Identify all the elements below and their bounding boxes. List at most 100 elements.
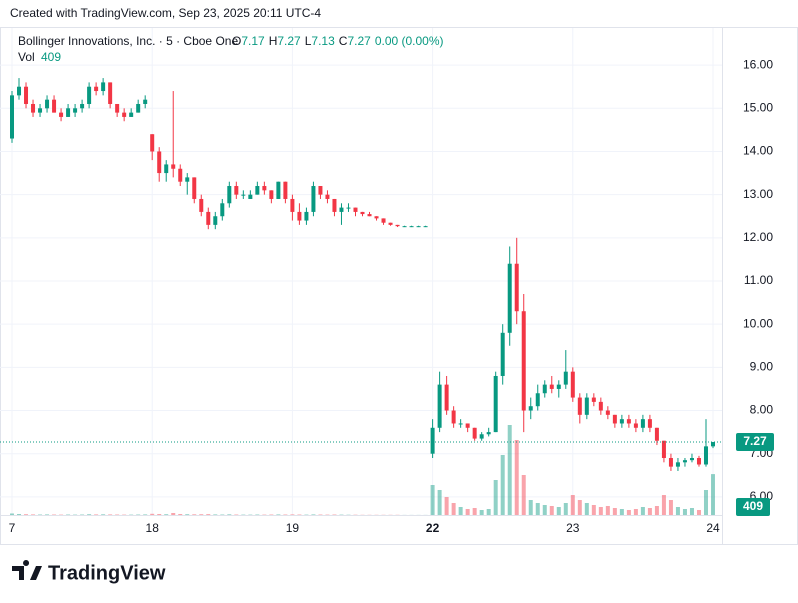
- volume-bar: [206, 514, 211, 515]
- candle-body: [668, 458, 673, 467]
- volume-bar: [297, 514, 302, 515]
- candle-body: [297, 211, 302, 221]
- candle-body: [241, 194, 246, 196]
- candle-body: [346, 207, 351, 209]
- candle-body: [164, 164, 169, 174]
- candle-body: [45, 99, 50, 109]
- volume-bar: [647, 508, 652, 515]
- candle-body: [409, 226, 414, 228]
- volume-bar: [654, 506, 659, 515]
- volume-bar: [227, 514, 232, 515]
- volume-bar: [430, 485, 435, 515]
- candle-body: [325, 194, 330, 199]
- candle-body: [696, 458, 701, 465]
- candle-body: [591, 397, 596, 402]
- candle-body: [353, 207, 358, 212]
- candle-body: [437, 384, 442, 428]
- candle-body: [388, 222, 393, 225]
- candle-body: [52, 99, 57, 113]
- volume-tag: [736, 498, 770, 516]
- volume-bar: [444, 497, 449, 515]
- volume-bar: [500, 455, 505, 515]
- candle-body: [283, 181, 288, 199]
- volume-bar: [80, 514, 85, 515]
- candle-body: [521, 311, 526, 411]
- candle-body: [24, 86, 29, 104]
- x-tick-label: 23: [566, 521, 580, 535]
- volume-bar: [528, 500, 533, 515]
- candle-body: [451, 410, 456, 424]
- volume-bar: [17, 514, 22, 515]
- volume-bar: [38, 514, 43, 515]
- candle-body: [570, 371, 575, 398]
- logo-text: TradingView: [48, 562, 166, 584]
- volume-bar: [556, 507, 561, 515]
- ohlc-value: 7.17: [241, 34, 265, 48]
- volume-bar: [318, 514, 323, 515]
- candle-body: [612, 414, 617, 424]
- y-tick-label: 8.00: [750, 403, 774, 417]
- y-tick-label: 14.00: [743, 144, 773, 158]
- price-tag: [736, 433, 774, 452]
- y-tick-label: 12.00: [743, 230, 773, 244]
- candle-body: [682, 460, 687, 463]
- candle-body: [94, 86, 99, 92]
- y-tick-label: 11.00: [744, 273, 773, 287]
- candle-body: [479, 434, 484, 439]
- candle-body: [255, 186, 260, 195]
- created-note: Created with TradingView.com, Sep 23, 20…: [10, 6, 321, 20]
- volume-bar: [136, 514, 141, 515]
- volume-bar: [465, 509, 470, 515]
- candle-body: [185, 177, 190, 182]
- candle-body: [507, 263, 512, 333]
- candle-body: [381, 218, 386, 223]
- volume-bar: [178, 514, 183, 515]
- candle-body: [689, 458, 694, 461]
- volume-bar: [626, 510, 631, 515]
- candle-body: [563, 371, 568, 385]
- logo-icon: [12, 560, 42, 580]
- volume-bar: [493, 480, 498, 515]
- candle-body: [402, 226, 407, 228]
- volume-bar: [605, 506, 610, 515]
- y-tick-label: 9.00: [750, 360, 774, 374]
- y-tick-label: 13.00: [743, 187, 773, 201]
- candle-body: [143, 99, 148, 104]
- candle-body: [472, 427, 477, 439]
- volume-bar: [619, 509, 624, 515]
- volume-bar: [108, 514, 113, 515]
- volume-bar: [549, 506, 554, 515]
- ohlc-key: H: [269, 34, 278, 48]
- candle-body: [115, 103, 120, 113]
- volume-bar: [535, 503, 540, 515]
- candle-body: [311, 186, 316, 212]
- volume-bar: [563, 503, 568, 515]
- candle-body: [276, 181, 281, 199]
- volume-bar: [570, 495, 575, 515]
- symbol-title: Bollinger Innovations, Inc. · 5 · Cboe O…: [18, 34, 238, 48]
- volume-bar: [87, 514, 92, 515]
- candle-body: [577, 397, 582, 415]
- volume-bar: [633, 509, 638, 515]
- volume-bar: [472, 508, 477, 515]
- logo: TradingView: [12, 560, 166, 584]
- volume-bar: [591, 505, 596, 515]
- candle-body: [416, 226, 421, 228]
- candle-body: [248, 194, 253, 199]
- volume-bar: [668, 500, 673, 515]
- candle-body: [129, 112, 134, 117]
- volume-bar: [451, 503, 456, 515]
- candle-body: [605, 410, 610, 415]
- candle-body: [234, 186, 239, 195]
- volume-bar: [31, 514, 36, 515]
- volume-bar: [521, 475, 526, 515]
- volume-bar: [682, 509, 687, 515]
- candle-body: [423, 226, 428, 228]
- volume-bar: [255, 514, 260, 515]
- volume-bar: [150, 513, 155, 515]
- candle-body: [584, 397, 589, 415]
- candle-body: [157, 151, 162, 174]
- volume-bar: [199, 514, 204, 515]
- candle-body: [10, 95, 14, 139]
- volume-bar: [612, 508, 617, 515]
